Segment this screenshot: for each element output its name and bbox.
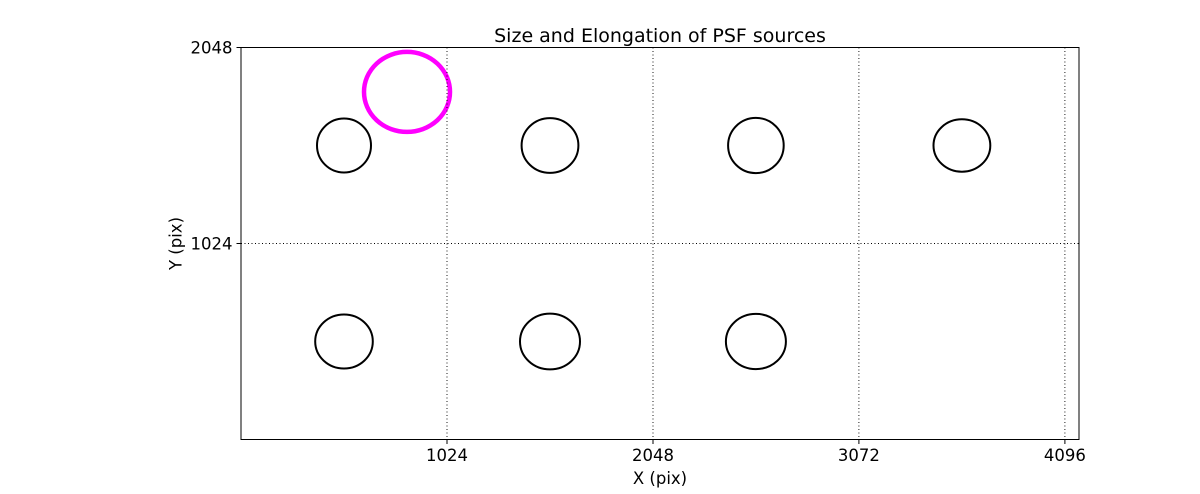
psf-sources-ellipse <box>724 312 787 371</box>
y-axis-label: Y (pix) <box>167 217 186 271</box>
psf-source-ellipses <box>314 49 992 371</box>
highlighted-source-ellipse <box>361 49 453 135</box>
x-tick-label-1024: 1024 <box>426 446 468 465</box>
psf-sources-ellipse <box>727 116 785 175</box>
tick-labels: 1024 2048 3072 4096 1024 2048 <box>191 38 1086 465</box>
plot-title: Size and Elongation of PSF sources <box>494 25 826 47</box>
psf-sources-ellipse <box>519 312 581 371</box>
axis-ticks <box>236 47 1066 444</box>
x-tick-label-3072: 3072 <box>838 446 880 465</box>
x-tick-label-4096: 4096 <box>1044 446 1086 465</box>
y-tick-label-2048: 2048 <box>191 38 233 57</box>
psf-sources-ellipse <box>316 117 372 174</box>
y-tick-label-1024: 1024 <box>191 234 233 253</box>
gridlines <box>241 47 1079 440</box>
psf-sources-ellipse <box>932 118 992 173</box>
psf-sources-ellipse <box>314 313 374 370</box>
x-tick-label-2048: 2048 <box>632 446 674 465</box>
psf-sources-ellipse <box>520 117 580 174</box>
x-axis-label: X (pix) <box>633 469 687 488</box>
